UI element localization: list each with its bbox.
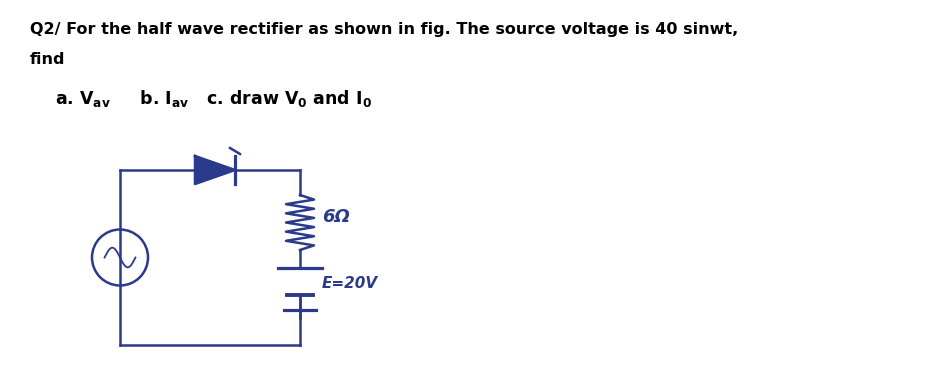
Polygon shape	[195, 156, 235, 184]
Text: find: find	[30, 52, 66, 67]
Text: E=20V: E=20V	[322, 276, 378, 291]
Text: 6Ω: 6Ω	[322, 209, 349, 226]
Text: a. $\mathbf{V}$$_{\mathbf{av}}$     b. $\mathbf{I}$$_{\mathbf{av}}$   c. draw $\: a. $\mathbf{V}$$_{\mathbf{av}}$ b. $\mat…	[55, 88, 371, 109]
Text: Q2/ For the half wave rectifier as shown in fig. The source voltage is 40 sinwt,: Q2/ For the half wave rectifier as shown…	[30, 22, 738, 37]
